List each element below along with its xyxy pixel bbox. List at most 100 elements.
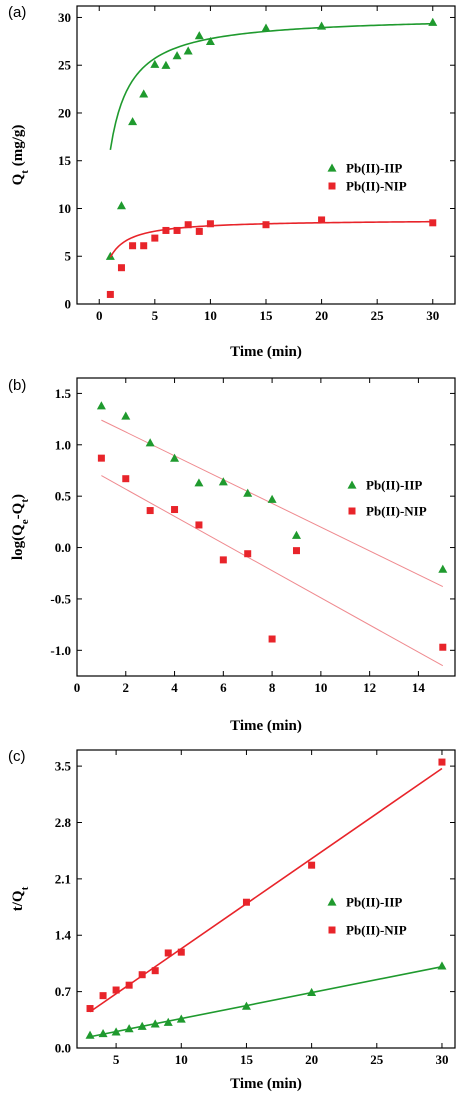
- data-point: [172, 51, 182, 60]
- data-point: [244, 550, 252, 558]
- x-tick-label: 30: [435, 1052, 448, 1067]
- data-point: [243, 488, 253, 497]
- data-point: [146, 507, 154, 515]
- fit-line: [89, 767, 443, 1013]
- data-point: [268, 635, 276, 643]
- data-point: [439, 643, 447, 651]
- data-point: [150, 1019, 160, 1028]
- data-point: [317, 21, 327, 30]
- series-Pb(II)-NIP: [86, 758, 446, 1013]
- fit-line: [101, 475, 444, 667]
- chart-panel-2: (b) 0 2 4 6 8 10 12 14 -1.0 -0.5 0.0 0.5 1.0 1.5 Time (…: [8, 377, 456, 734]
- series-Pb(II)-NIP: [106, 216, 437, 298]
- data-point: [138, 971, 146, 979]
- data-point: [291, 530, 301, 539]
- legend-label: Pb(II)-NIP: [346, 923, 407, 938]
- legend-label: Pb(II)-IIP: [346, 161, 402, 176]
- y-tick-label: 3.5: [55, 759, 72, 774]
- data-point: [438, 564, 448, 573]
- chart-panel-1: (a) 0 5 10 15 20 25 30 0 5 10 15 20 25 30 Time (min) Qt …: [8, 4, 456, 360]
- x-tick-label: 2: [123, 680, 130, 695]
- data-point: [151, 967, 159, 975]
- data-point: [137, 1021, 147, 1030]
- data-point: [318, 216, 326, 224]
- y-tick-label: 2.1: [55, 871, 71, 886]
- y-tick-label: -0.5: [50, 591, 71, 606]
- series-Pb(II)-IIP: [96, 401, 448, 588]
- data-point: [139, 89, 149, 98]
- data-point: [173, 226, 181, 234]
- y-tick-label: 20: [58, 105, 71, 120]
- data-point: [429, 219, 437, 227]
- data-point: [194, 478, 204, 487]
- x-tick-label: 30: [426, 308, 439, 323]
- x-tick-label: 8: [269, 680, 276, 695]
- data-point: [125, 981, 133, 989]
- data-point: [163, 1017, 173, 1026]
- y-axis-title: log(Qe-Qt): [10, 494, 31, 560]
- data-point: [112, 986, 120, 994]
- data-point: [292, 547, 300, 555]
- data-point: [177, 948, 185, 956]
- legend-label: Pb(II)-IIP: [366, 478, 422, 493]
- fit-line: [109, 220, 433, 258]
- data-point: [438, 758, 446, 766]
- y-tick-label: 0: [65, 297, 72, 312]
- data-point: [106, 290, 114, 298]
- data-point: [161, 60, 171, 69]
- legend-label: Pb(II)-NIP: [366, 504, 427, 519]
- x-tick-label: 20: [315, 308, 328, 323]
- data-point: [121, 411, 131, 420]
- x-tick-label: 4: [171, 680, 178, 695]
- y-tick-label: 0.0: [55, 540, 71, 555]
- plot-frame: [76, 749, 456, 1049]
- y-tick-label: 15: [58, 153, 72, 168]
- legend-marker: [348, 507, 356, 515]
- data-point: [262, 221, 270, 229]
- y-tick-label: -1.0: [50, 643, 71, 658]
- x-tick-label: 15: [260, 308, 274, 323]
- y-tick-label: 25: [58, 58, 72, 73]
- x-tick-label: 5: [113, 1052, 120, 1067]
- data-point: [151, 234, 159, 242]
- y-tick-label: 5: [65, 249, 72, 264]
- data-point: [140, 242, 148, 250]
- data-point: [162, 226, 170, 234]
- data-point: [219, 556, 227, 564]
- y-tick-label: 0.0: [55, 1041, 71, 1056]
- legend-marker: [327, 163, 337, 172]
- x-tick-label: 14: [412, 680, 426, 695]
- data-point: [85, 1030, 95, 1039]
- series-Pb(II)-IIP: [85, 961, 447, 1039]
- data-point: [150, 59, 160, 68]
- x-axis-title: Time (min): [230, 344, 302, 360]
- plot-frame: [76, 377, 456, 677]
- legend-marker: [347, 480, 357, 489]
- data-point: [122, 475, 130, 483]
- y-tick-label: 10: [58, 201, 71, 216]
- data-point: [218, 477, 228, 486]
- y-tick-label: 0.7: [55, 984, 72, 999]
- legend-marker: [328, 182, 336, 190]
- series-Pb(II)-NIP: [97, 454, 447, 667]
- plot-frame: [76, 5, 456, 305]
- panel-label: (a): [8, 4, 26, 21]
- x-tick-label: 12: [363, 680, 376, 695]
- data-point: [99, 992, 107, 1000]
- x-tick-label: 20: [305, 1052, 318, 1067]
- fit-line: [101, 419, 444, 588]
- x-axis-title: Time (min): [230, 718, 302, 734]
- data-point: [195, 521, 203, 529]
- x-tick-label: 0: [96, 308, 103, 323]
- x-tick-label: 10: [204, 308, 217, 323]
- data-point: [261, 23, 271, 32]
- fit-line: [109, 22, 433, 150]
- data-point: [128, 117, 138, 126]
- data-point: [428, 17, 438, 26]
- y-tick-label: 1.5: [55, 386, 72, 401]
- x-tick-label: 6: [220, 680, 227, 695]
- x-tick-label: 10: [314, 680, 327, 695]
- panel-label: (b): [8, 377, 26, 394]
- data-point: [96, 401, 106, 410]
